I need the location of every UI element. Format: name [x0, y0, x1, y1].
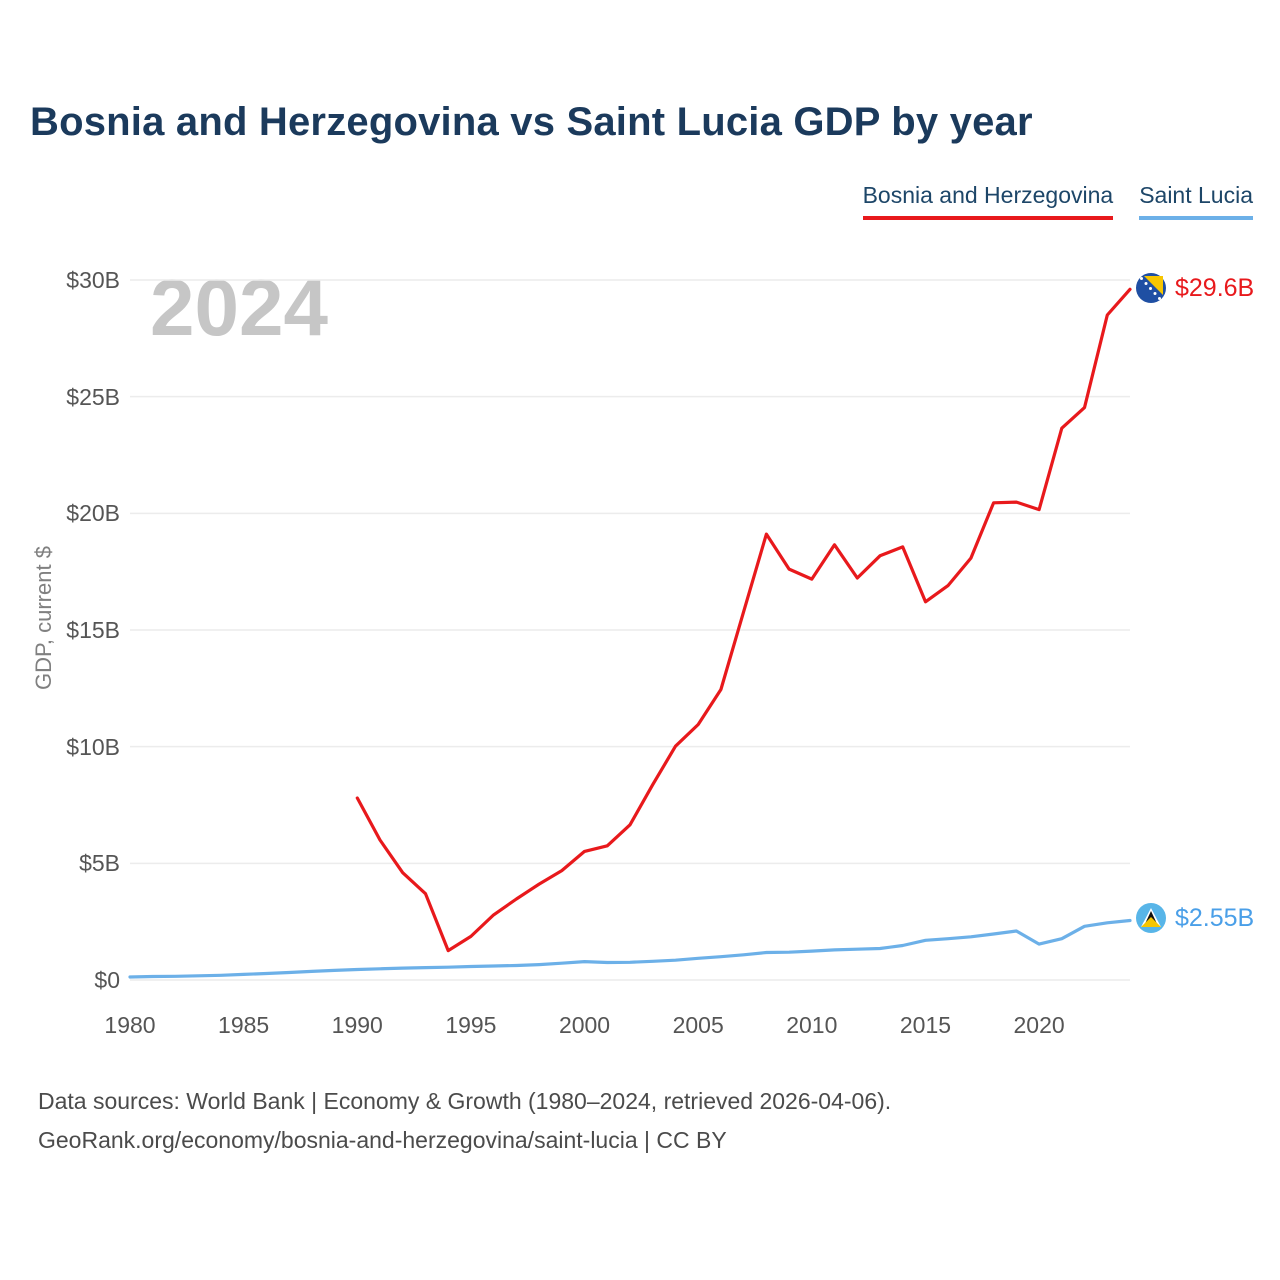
series-line-saint-lucia: [128, 918, 1132, 979]
y-tick-label: $20B: [66, 500, 120, 527]
end-label-saint-lucia: $2.55B: [1136, 903, 1254, 933]
y-tick-label: $10B: [66, 733, 120, 760]
x-tick-label: 2005: [672, 1012, 724, 1038]
legend: Bosnia and Herzegovina Saint Lucia: [862, 182, 1253, 220]
saint-lucia-flag-icon: [1136, 903, 1166, 933]
end-value-saint-lucia: $2.55B: [1175, 903, 1255, 932]
x-tick-label: 1980: [104, 1012, 156, 1038]
y-tick-label: $0: [94, 967, 120, 993]
x-tick-label: 2000: [558, 1012, 611, 1038]
y-tick-label: $15B: [66, 617, 120, 643]
y-tick-label: $5B: [79, 850, 120, 877]
watermark-year: 2024: [150, 263, 328, 352]
end-label-bosnia: $29.6B: [1136, 273, 1254, 303]
x-tick-label: 2010: [786, 1012, 838, 1038]
x-tick-label: 1995: [445, 1012, 497, 1038]
y-tick-label: $25B: [66, 383, 120, 410]
footer-data-sources: Data sources: World Bank | Economy & Gro…: [38, 1088, 892, 1114]
series-line-bosnia-and-herzegovina: [355, 287, 1132, 953]
bosnia-and-herzegovina-flag-icon: [1136, 273, 1166, 303]
footer: Data sources: World Bank | Economy & Gro…: [38, 1082, 891, 1160]
x-tick-label: 2015: [899, 1012, 952, 1038]
x-tick-label: 1985: [218, 1012, 270, 1038]
end-value-bosnia: $29.6B: [1175, 273, 1255, 302]
x-tick-label: 1990: [331, 1012, 383, 1038]
page-title: Bosnia and Herzegovina vs Saint Lucia GD…: [30, 100, 1033, 144]
x-tick-label: 2020: [1013, 1012, 1065, 1038]
y-tick-label: $30B: [66, 267, 120, 293]
footer-attribution: GeoRank.org/economy/bosnia-and-herzegovi…: [38, 1127, 727, 1154]
legend-item-bosnia-and-herzegovina[interactable]: Bosnia and Herzegovina: [862, 182, 1114, 220]
legend-item-saint-lucia[interactable]: Saint Lucia: [1139, 182, 1253, 220]
